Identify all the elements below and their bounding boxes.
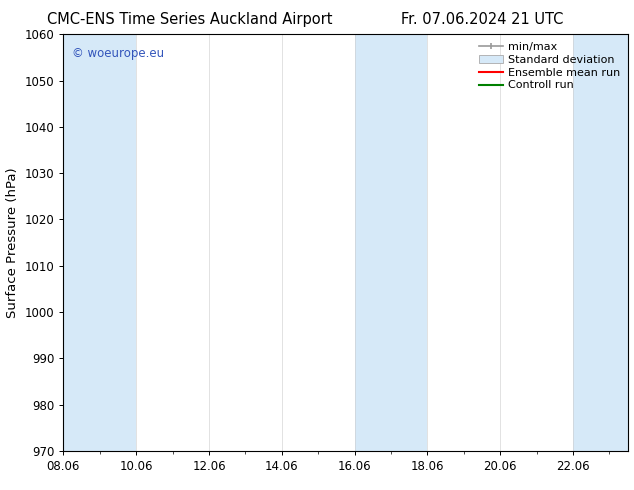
Bar [573,34,628,451]
Bar [354,34,427,451]
Text: Fr. 07.06.2024 21 UTC: Fr. 07.06.2024 21 UTC [401,12,563,27]
Text: CMC-ENS Time Series Auckland Airport: CMC-ENS Time Series Auckland Airport [48,12,333,27]
Text: © woeurope.eu: © woeurope.eu [72,47,164,60]
Y-axis label: Surface Pressure (hPa): Surface Pressure (hPa) [6,167,19,318]
Bar [63,34,136,451]
Legend: min/max, Standard deviation, Ensemble mean run, Controll run: min/max, Standard deviation, Ensemble me… [474,38,624,95]
